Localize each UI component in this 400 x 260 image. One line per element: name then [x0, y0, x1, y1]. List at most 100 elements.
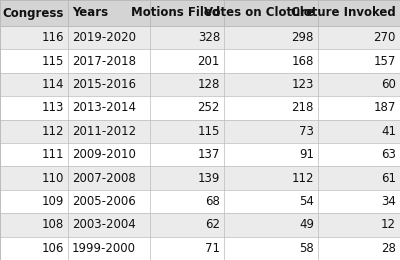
Text: 115: 115: [198, 125, 220, 138]
Text: 41: 41: [381, 125, 396, 138]
Bar: [0, 96, 68, 120]
Bar: [68, 190, 150, 213]
Text: 112: 112: [292, 172, 314, 185]
Text: 157: 157: [374, 55, 396, 68]
Text: 2011-2012: 2011-2012: [72, 125, 136, 138]
Text: 108: 108: [42, 218, 64, 231]
Bar: [68, 26, 150, 49]
Text: 123: 123: [292, 78, 314, 91]
Text: 91: 91: [299, 148, 314, 161]
Text: 60: 60: [381, 78, 396, 91]
Bar: [68, 49, 150, 73]
Bar: [150, 120, 224, 143]
Bar: [0, 49, 68, 73]
Bar: [150, 96, 224, 120]
Text: 54: 54: [299, 195, 314, 208]
Bar: [68, 237, 150, 260]
Bar: [150, 73, 224, 96]
Text: 114: 114: [42, 78, 64, 91]
Bar: [224, 237, 318, 260]
Bar: [318, 49, 400, 73]
Text: 12: 12: [381, 218, 396, 231]
Bar: [318, 237, 400, 260]
Text: 2017-2018: 2017-2018: [72, 55, 136, 68]
Bar: [0, 190, 68, 213]
Text: 63: 63: [381, 148, 396, 161]
Bar: [318, 190, 400, 213]
Text: 112: 112: [42, 125, 64, 138]
Text: 71: 71: [205, 242, 220, 255]
Bar: [318, 0, 400, 26]
Bar: [318, 143, 400, 166]
Text: 49: 49: [299, 218, 314, 231]
Bar: [150, 0, 224, 26]
Bar: [0, 166, 68, 190]
Text: 139: 139: [198, 172, 220, 185]
Bar: [224, 213, 318, 237]
Text: 218: 218: [292, 101, 314, 114]
Bar: [224, 49, 318, 73]
Text: Motions Filed: Motions Filed: [131, 6, 220, 20]
Text: 73: 73: [299, 125, 314, 138]
Text: 61: 61: [381, 172, 396, 185]
Text: 270: 270: [374, 31, 396, 44]
Text: 109: 109: [42, 195, 64, 208]
Bar: [68, 96, 150, 120]
Text: 28: 28: [381, 242, 396, 255]
Text: Years: Years: [72, 6, 108, 20]
Text: 2013-2014: 2013-2014: [72, 101, 136, 114]
Bar: [0, 26, 68, 49]
Text: 2007-2008: 2007-2008: [72, 172, 136, 185]
Bar: [318, 96, 400, 120]
Text: 2003-2004: 2003-2004: [72, 218, 136, 231]
Bar: [0, 237, 68, 260]
Bar: [0, 0, 68, 26]
Bar: [224, 73, 318, 96]
Bar: [150, 190, 224, 213]
Text: 111: 111: [42, 148, 64, 161]
Bar: [68, 0, 150, 26]
Bar: [318, 213, 400, 237]
Text: 137: 137: [198, 148, 220, 161]
Bar: [68, 166, 150, 190]
Bar: [150, 166, 224, 190]
Text: 115: 115: [42, 55, 64, 68]
Text: 187: 187: [374, 101, 396, 114]
Bar: [0, 120, 68, 143]
Bar: [150, 237, 224, 260]
Text: 110: 110: [42, 172, 64, 185]
Text: 106: 106: [42, 242, 64, 255]
Bar: [318, 166, 400, 190]
Bar: [318, 73, 400, 96]
Text: 2019-2020: 2019-2020: [72, 31, 136, 44]
Text: 2015-2016: 2015-2016: [72, 78, 136, 91]
Bar: [150, 213, 224, 237]
Text: 113: 113: [42, 101, 64, 114]
Bar: [224, 143, 318, 166]
Bar: [68, 213, 150, 237]
Bar: [150, 49, 224, 73]
Text: 328: 328: [198, 31, 220, 44]
Text: 252: 252: [198, 101, 220, 114]
Text: 68: 68: [205, 195, 220, 208]
Text: Votes on Cloture: Votes on Cloture: [204, 6, 314, 20]
Bar: [318, 26, 400, 49]
Bar: [224, 120, 318, 143]
Bar: [224, 26, 318, 49]
Bar: [68, 120, 150, 143]
Text: 298: 298: [292, 31, 314, 44]
Text: 116: 116: [42, 31, 64, 44]
Bar: [224, 166, 318, 190]
Text: 62: 62: [205, 218, 220, 231]
Bar: [150, 26, 224, 49]
Bar: [150, 143, 224, 166]
Text: 128: 128: [198, 78, 220, 91]
Bar: [224, 190, 318, 213]
Bar: [68, 143, 150, 166]
Bar: [224, 96, 318, 120]
Bar: [224, 0, 318, 26]
Text: Cloture Invoked: Cloture Invoked: [291, 6, 396, 20]
Text: 1999-2000: 1999-2000: [72, 242, 136, 255]
Bar: [0, 73, 68, 96]
Text: Congress: Congress: [3, 6, 64, 20]
